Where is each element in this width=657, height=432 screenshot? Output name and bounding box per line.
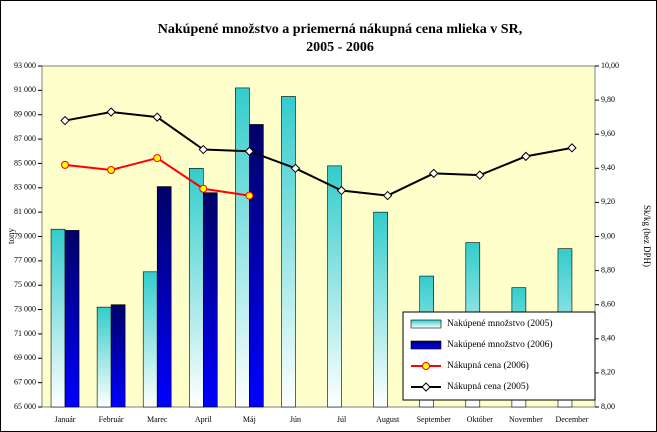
x-tick-label: Júl <box>337 415 347 424</box>
y-tick-label: 87 000 <box>14 134 36 143</box>
y-tick-label: 89 000 <box>14 110 36 119</box>
y2-tick-label: 8,00 <box>601 402 615 411</box>
y-tick-label: 91 000 <box>14 85 36 94</box>
marker <box>198 144 208 155</box>
marker <box>475 170 485 180</box>
y2-tick-label: 8,80 <box>601 265 615 274</box>
marker <box>290 163 301 174</box>
bar <box>142 271 158 408</box>
marker <box>382 190 393 201</box>
bar <box>96 306 112 408</box>
bar <box>64 230 80 408</box>
x-tick-label: August <box>376 415 400 424</box>
marker <box>244 146 255 156</box>
marker <box>106 107 116 117</box>
marker <box>199 184 208 193</box>
x-tick-label: Marec <box>147 415 168 424</box>
bar <box>110 304 126 408</box>
y-tick-label: 85 000 <box>14 158 36 167</box>
y-tick-label: 69 000 <box>14 353 36 362</box>
y-tick-label: 67 000 <box>14 377 36 386</box>
x-tick-label: December <box>556 415 589 424</box>
y2-tick-label: 9,40 <box>601 163 615 172</box>
x-tick-label: November <box>509 415 543 424</box>
marker <box>152 112 162 122</box>
x-tick-label: Jún <box>290 415 301 424</box>
chart-title: Nakúpené množstvo a priemerná nákupná ce… <box>158 22 522 37</box>
chart-title: 2005 - 2006 <box>306 40 374 55</box>
x-tick-label: Február <box>99 415 124 424</box>
y-tick-label: 65 000 <box>14 402 36 411</box>
legend-swatch <box>410 340 442 350</box>
marker <box>107 166 116 175</box>
marker <box>153 154 162 163</box>
y2-tick-label: 8,20 <box>601 368 615 377</box>
marker <box>60 115 70 126</box>
y-tick-label: 83 000 <box>14 183 36 192</box>
x-tick-label: Január <box>55 415 76 424</box>
y2-tick-label: 8,60 <box>601 300 615 309</box>
y2-tick-label: 8,40 <box>601 334 615 343</box>
bar <box>235 87 250 408</box>
bar <box>188 168 204 408</box>
y-tick-label: 71 000 <box>14 329 36 338</box>
y2-tick-label: 10,00 <box>601 61 619 70</box>
marker <box>421 382 431 392</box>
bar <box>50 228 66 408</box>
x-tick-label: April <box>195 415 213 424</box>
line <box>64 111 573 197</box>
marker <box>336 185 347 196</box>
marker <box>245 191 254 200</box>
marker <box>521 151 531 162</box>
y-tick-label: 81 000 <box>14 207 36 216</box>
y-tick-label: 93 000 <box>14 61 36 70</box>
x-tick-label: September <box>417 415 452 424</box>
marker <box>422 362 430 370</box>
legend-label: Nakúpené množstvo (2005) <box>447 318 553 329</box>
x-tick-label: Október <box>467 415 494 424</box>
y2-tick-label: 9,00 <box>601 231 615 240</box>
bar <box>327 165 342 408</box>
bar <box>156 186 172 408</box>
y-tick-label: 77 000 <box>14 256 36 265</box>
y-tick-label: 79 000 <box>14 231 36 240</box>
legend-label: Nakúpené množstvo (2006) <box>447 339 553 350</box>
y-tick-label: 73 000 <box>14 304 36 313</box>
marker <box>429 168 439 179</box>
marker <box>61 160 70 169</box>
y2-tick-label: 9,80 <box>601 95 615 104</box>
y2-tick-label: 9,60 <box>601 129 615 138</box>
y2-tick-label: 9,20 <box>601 197 615 206</box>
marker <box>567 143 577 153</box>
bar <box>202 192 218 408</box>
y-tick-label: 75 000 <box>14 280 36 289</box>
legend-swatch <box>410 319 442 329</box>
bar <box>373 211 388 408</box>
legend-label: Nákupná cena (2005) <box>447 381 529 392</box>
bar <box>249 124 264 408</box>
legend-label: Nákupná cena (2006) <box>447 360 529 371</box>
bar <box>281 96 296 408</box>
x-tick-label: Máj <box>243 415 256 424</box>
y2-axis-label: Sk/kg (bez DPH) <box>642 205 652 267</box>
y-axis-label: tony <box>6 228 16 245</box>
